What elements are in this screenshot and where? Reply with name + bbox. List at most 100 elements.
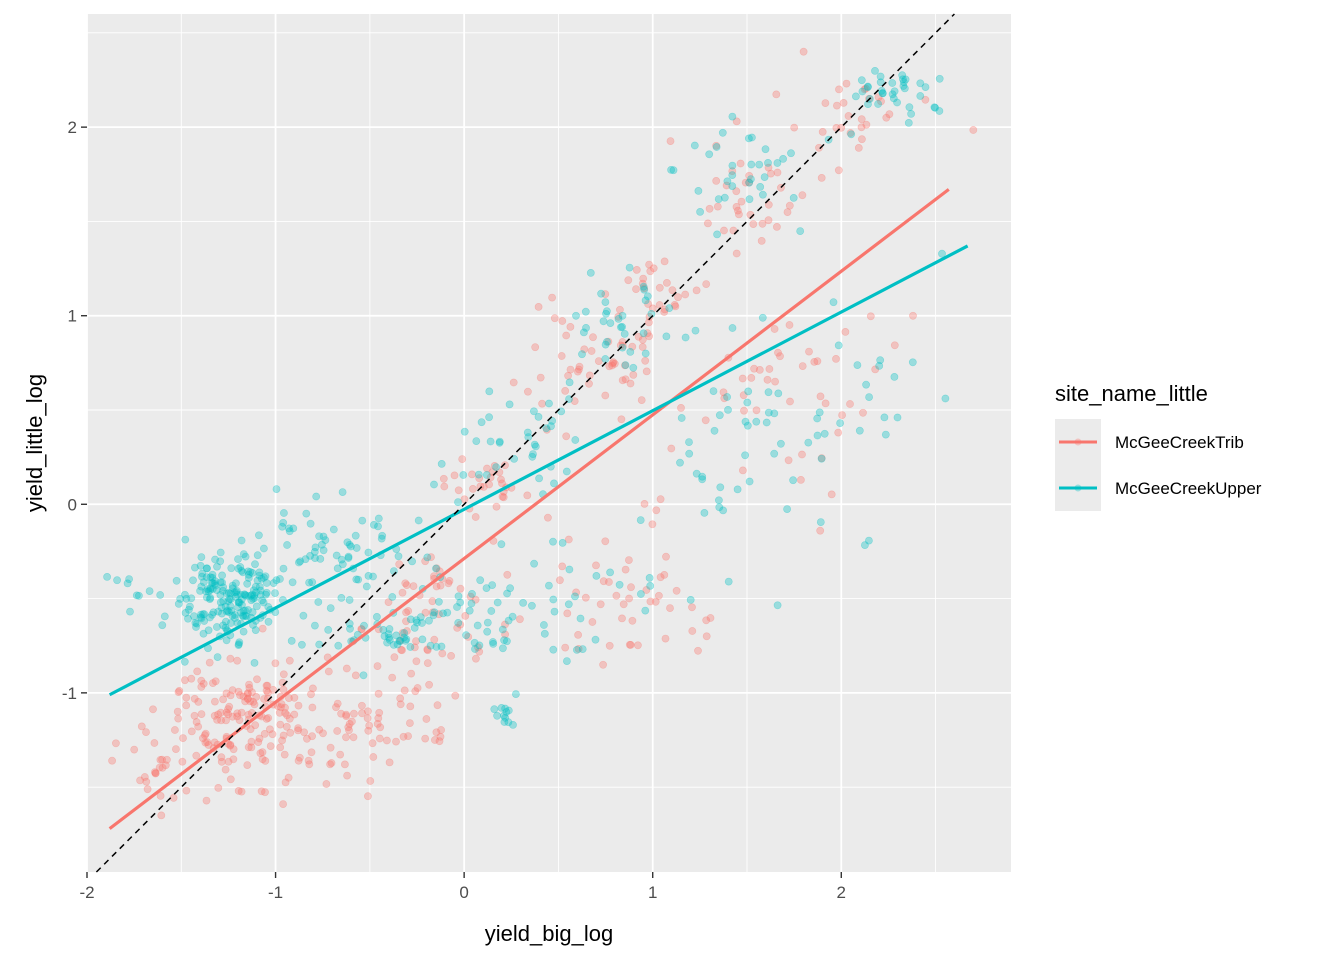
data-point — [694, 186, 703, 195]
data-point — [461, 612, 470, 620]
data-point — [536, 373, 545, 382]
data-point — [681, 290, 690, 299]
data-point — [437, 642, 446, 651]
data-point — [783, 208, 792, 216]
data-point — [362, 582, 371, 591]
data-point — [677, 403, 685, 412]
data-point — [250, 591, 259, 600]
data-point — [609, 358, 618, 367]
data-point — [180, 590, 189, 599]
data-point — [881, 430, 890, 439]
data-point — [758, 313, 767, 322]
data-point — [272, 485, 281, 493]
data-point — [862, 380, 870, 389]
data-point — [764, 388, 773, 397]
data-point — [246, 568, 255, 576]
data-point — [197, 572, 206, 581]
data-point — [156, 792, 165, 800]
data-point — [880, 413, 889, 422]
data-point — [760, 173, 769, 181]
data-point — [764, 200, 773, 209]
data-point — [628, 616, 637, 625]
data-point — [180, 657, 189, 666]
data-point — [357, 625, 366, 633]
data-point — [238, 568, 247, 577]
data-point — [405, 719, 414, 727]
data-point — [706, 614, 715, 622]
data-point — [747, 175, 755, 183]
data-point — [217, 757, 226, 766]
data-point — [237, 566, 246, 575]
data-point — [638, 279, 647, 288]
data-point — [618, 311, 627, 320]
data-point — [786, 397, 794, 406]
data-point — [601, 290, 610, 298]
data-point — [136, 776, 144, 785]
data-point — [621, 361, 630, 369]
data-point — [741, 178, 750, 187]
data-point — [247, 737, 256, 746]
data-point — [660, 571, 669, 579]
data-point — [462, 631, 470, 640]
data-point — [239, 627, 248, 636]
data-point — [174, 714, 183, 723]
data-point — [516, 615, 524, 624]
data-point — [374, 689, 383, 698]
data-point — [197, 553, 206, 561]
data-point — [225, 702, 234, 711]
data-point — [627, 583, 635, 592]
data-point — [618, 614, 626, 623]
data-point — [719, 506, 727, 515]
data-point — [645, 260, 653, 269]
data-point — [207, 579, 216, 587]
data-point — [447, 652, 455, 660]
data-point — [243, 761, 252, 769]
data-point — [571, 592, 579, 601]
data-point — [197, 710, 206, 718]
data-point — [636, 516, 645, 524]
data-point — [436, 732, 445, 741]
data-point — [201, 738, 210, 747]
data-point — [226, 740, 235, 749]
data-point — [470, 638, 479, 647]
data-point — [935, 107, 944, 115]
data-point — [817, 454, 826, 463]
data-point — [640, 285, 649, 294]
data-point — [244, 574, 253, 582]
data-point — [244, 606, 252, 614]
data-point — [433, 701, 442, 710]
data-point — [563, 657, 571, 665]
data-point — [503, 570, 512, 579]
data-point — [876, 78, 885, 87]
data-point — [519, 599, 527, 607]
data-point — [718, 128, 727, 137]
data-point — [206, 594, 215, 602]
data-point — [836, 419, 844, 427]
data-point — [671, 302, 680, 311]
y-tick-label: 1 — [68, 307, 77, 326]
data-point — [248, 608, 257, 617]
data-point — [904, 119, 913, 127]
data-point — [748, 133, 756, 142]
data-point — [451, 691, 460, 700]
data-point — [344, 554, 353, 562]
data-point — [799, 47, 808, 56]
data-point — [210, 580, 219, 588]
data-point — [233, 590, 242, 599]
data-point — [346, 542, 355, 551]
data-point — [624, 276, 633, 285]
data-point — [250, 659, 259, 667]
data-point — [724, 405, 732, 414]
data-point — [456, 620, 465, 629]
data-point — [626, 347, 635, 356]
data-point — [241, 606, 249, 615]
data-point — [208, 610, 216, 619]
data-point — [252, 693, 261, 701]
data-point — [550, 314, 559, 323]
data-point — [222, 607, 231, 616]
data-point — [184, 614, 192, 623]
data-point — [713, 202, 722, 211]
data-point — [108, 756, 116, 765]
data-point — [763, 375, 772, 384]
data-point — [208, 579, 217, 587]
